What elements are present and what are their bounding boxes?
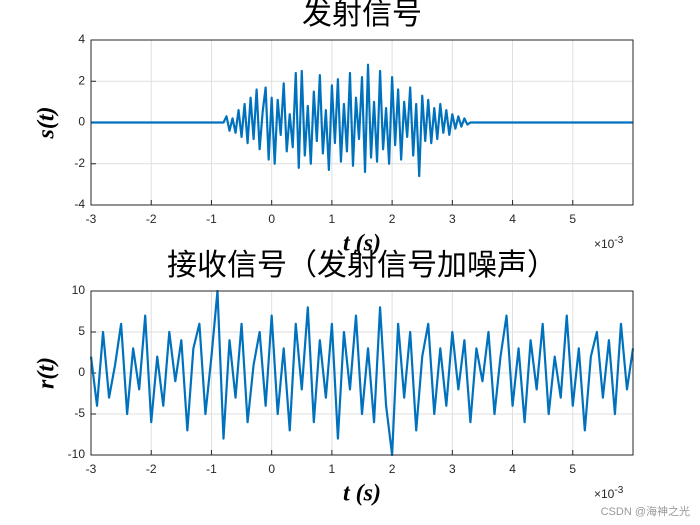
x-tick-label: 4	[509, 462, 516, 476]
y-axis-label: r(t)	[34, 357, 60, 389]
y-tick-label: -2	[74, 156, 85, 170]
x-tick-label: 0	[268, 212, 275, 226]
x-tick-label: -1	[206, 212, 217, 226]
chart-title: 发射信号	[302, 0, 422, 32]
x-exponent-power: -3	[614, 235, 623, 246]
x-exponent-base: ×10	[594, 487, 615, 501]
x-tick-label: -2	[146, 462, 157, 476]
y-tick-label: 5	[78, 324, 85, 338]
x-tick-label: 2	[389, 462, 396, 476]
y-tick-label: -10	[68, 447, 86, 461]
y-tick-label: 4	[78, 32, 85, 46]
x-tick-label: 1	[329, 212, 336, 226]
x-axis-label: t (s)	[343, 231, 381, 257]
x-tick-label: -2	[146, 212, 157, 226]
x-exponent: ×10-3	[594, 485, 624, 502]
x-axis-label: t (s)	[343, 481, 381, 507]
y-tick-label: -4	[74, 197, 85, 211]
x-tick-label: 2	[389, 212, 396, 226]
x-tick-label: -3	[86, 462, 97, 476]
x-tick-label: 4	[509, 212, 516, 226]
x-tick-label: 5	[569, 212, 576, 226]
x-tick-label: 3	[449, 212, 456, 226]
x-tick-label: 5	[569, 462, 576, 476]
y-tick-label: 10	[72, 283, 86, 297]
x-tick-label: 1	[329, 462, 336, 476]
y-tick-label: 2	[78, 73, 85, 87]
x-exponent: ×10-3	[594, 235, 624, 252]
signal-line	[89, 289, 635, 457]
y-tick-label: 0	[78, 365, 85, 379]
signal-line	[91, 63, 633, 178]
x-tick-label: -3	[86, 212, 97, 226]
chart-title: 接收信号（发射信号加噪声）	[167, 248, 557, 283]
axes-box	[90, 290, 634, 456]
y-tick-label: 0	[78, 115, 85, 129]
x-exponent-base: ×10	[594, 237, 615, 251]
x-tick-label: 3	[449, 462, 456, 476]
axes-box	[90, 39, 634, 206]
watermark: CSDN @海神之光	[601, 504, 690, 518]
x-tick-label: 0	[268, 462, 275, 476]
x-tick-label: -1	[206, 462, 217, 476]
y-axis-label: s(t)	[34, 107, 60, 140]
x-exponent-power: -3	[614, 485, 623, 496]
y-tick-label: -5	[74, 406, 85, 420]
